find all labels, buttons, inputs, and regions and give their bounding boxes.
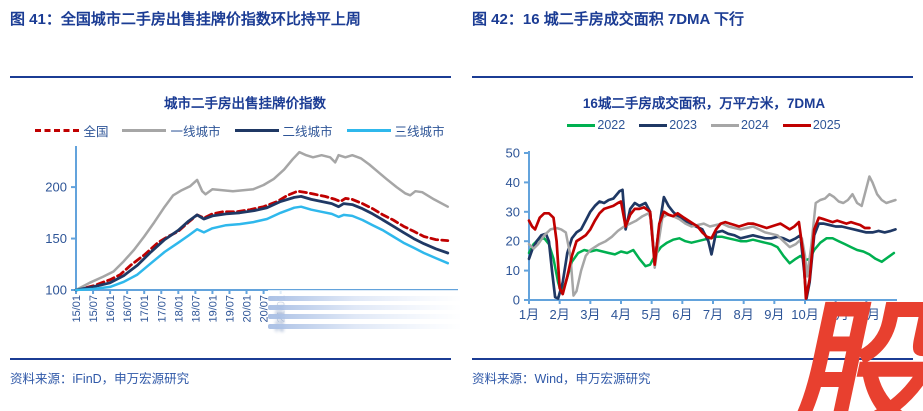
right-top-divider [472, 76, 913, 78]
y-tick-label: 100 [45, 283, 67, 298]
legend-swatch-tier3 [346, 129, 391, 132]
x-tick-label: 17/07 [156, 295, 168, 323]
series-line-一线城市 [74, 150, 450, 292]
x-tick-label: 16/07 [122, 295, 134, 323]
x-tick-label: 11月 [822, 307, 849, 322]
x-tick-label: 20/07 [259, 295, 271, 323]
series-line-三线城市 [74, 205, 450, 292]
y-tick-label: 30 [506, 204, 520, 219]
legend-swatch-2023 [639, 123, 668, 127]
x-tick-label: 9月 [764, 307, 784, 322]
streak-bar [268, 324, 462, 329]
legend-item: 2023 [639, 118, 697, 132]
legend-item: 二线城市 [234, 121, 333, 140]
legend-label: 2023 [669, 118, 697, 132]
streak-bar [268, 296, 462, 301]
x-tick-label: 10月 [791, 307, 818, 322]
x-tick-label: 6月 [672, 307, 692, 322]
right-chart-title: 16城二手房成交面积，万平方米，7DMA [582, 96, 826, 111]
x-tick-label: 15/01 [71, 295, 83, 323]
x-tick-label: 1月 [519, 307, 539, 322]
figure-42-caption: 图 42：16 城二手房成交面积 7DMA 下行 [472, 11, 744, 28]
series-line-全国 [74, 189, 450, 292]
x-tick-label: 2月 [550, 307, 570, 322]
y-tick-label: 150 [45, 231, 67, 246]
legend-label: 一线城市 [170, 125, 221, 139]
legend-swatch-2024 [711, 123, 739, 127]
streak-bar [268, 314, 462, 319]
y-tick-label: 10 [506, 263, 520, 278]
left-bottom-divider [10, 358, 451, 360]
right-source-note: 资料来源：Wind，申万宏源研究 [472, 372, 651, 386]
x-tick-label: 18/01 [173, 295, 185, 323]
y-tick-label: 40 [506, 175, 520, 190]
right-chart-legend: 2022 2023 2024 2025 [492, 118, 916, 132]
series-line-二线城市 [74, 194, 450, 292]
legend-swatch-tier1 [122, 129, 167, 132]
x-tick-label: 15/07 [88, 295, 100, 323]
legend-item: 三线城市 [346, 121, 445, 140]
series-line-2025 [527, 200, 871, 300]
x-tick-label: 16/01 [105, 295, 117, 323]
right-bottom-divider [472, 358, 913, 360]
x-tick-label: 3月 [580, 307, 600, 322]
x-tick-label: 19/07 [224, 295, 236, 323]
legend-item: 全国 [35, 121, 108, 140]
x-tick-label: 5月 [642, 307, 662, 322]
series-line-2024 [527, 175, 897, 297]
legend-swatch-tier2 [234, 129, 279, 132]
series-line-2023 [527, 188, 897, 300]
legend-label: 全国 [83, 125, 109, 139]
blur-streak-artifact: 21/01 [268, 290, 462, 336]
legend-swatch-2022 [567, 123, 596, 127]
figure-41-caption: 图 41：全国城市二手房出售挂牌价指数环比持平上周 [10, 11, 361, 28]
legend-swatch-2025 [782, 123, 811, 127]
legend-label: 三线城市 [394, 125, 445, 139]
x-tick-label: 7月 [703, 307, 723, 322]
legend-label: 2025 [812, 118, 841, 132]
left-chart-title: 城市二手房出售挂牌价指数 [164, 96, 326, 111]
x-tick-label: 8月 [734, 307, 754, 322]
left-top-divider [10, 76, 451, 78]
legend-item: 2022 [567, 118, 625, 132]
x-tick-label: 19/01 [207, 295, 219, 323]
y-tick-label: 0 [513, 293, 520, 308]
x-tick-label: 4月 [611, 307, 631, 322]
left-source-note: 资料来源：iFinD，申万宏源研究 [10, 372, 190, 386]
legend-item: 一线城市 [122, 121, 221, 140]
legend-label: 二线城市 [282, 125, 333, 139]
x-tick-label: 18/07 [190, 295, 202, 323]
legend-label: 2022 [597, 118, 626, 132]
left-chart-legend: 全国 一线城市 二线城市 三线城市 [18, 121, 462, 140]
x-tick-label: 12月 [853, 307, 880, 322]
x-tick-label: 17/01 [139, 295, 151, 323]
y-tick-label: 200 [45, 180, 67, 195]
y-tick-label: 20 [506, 234, 520, 249]
legend-item: 2024 [711, 118, 769, 132]
y-tick-label: 50 [506, 146, 520, 161]
x-tick-label: 20/01 [242, 295, 254, 323]
legend-item: 2025 [782, 118, 841, 132]
legend-swatch-national [35, 129, 80, 132]
legend-label: 2024 [741, 118, 769, 132]
streak-bar [268, 305, 462, 310]
